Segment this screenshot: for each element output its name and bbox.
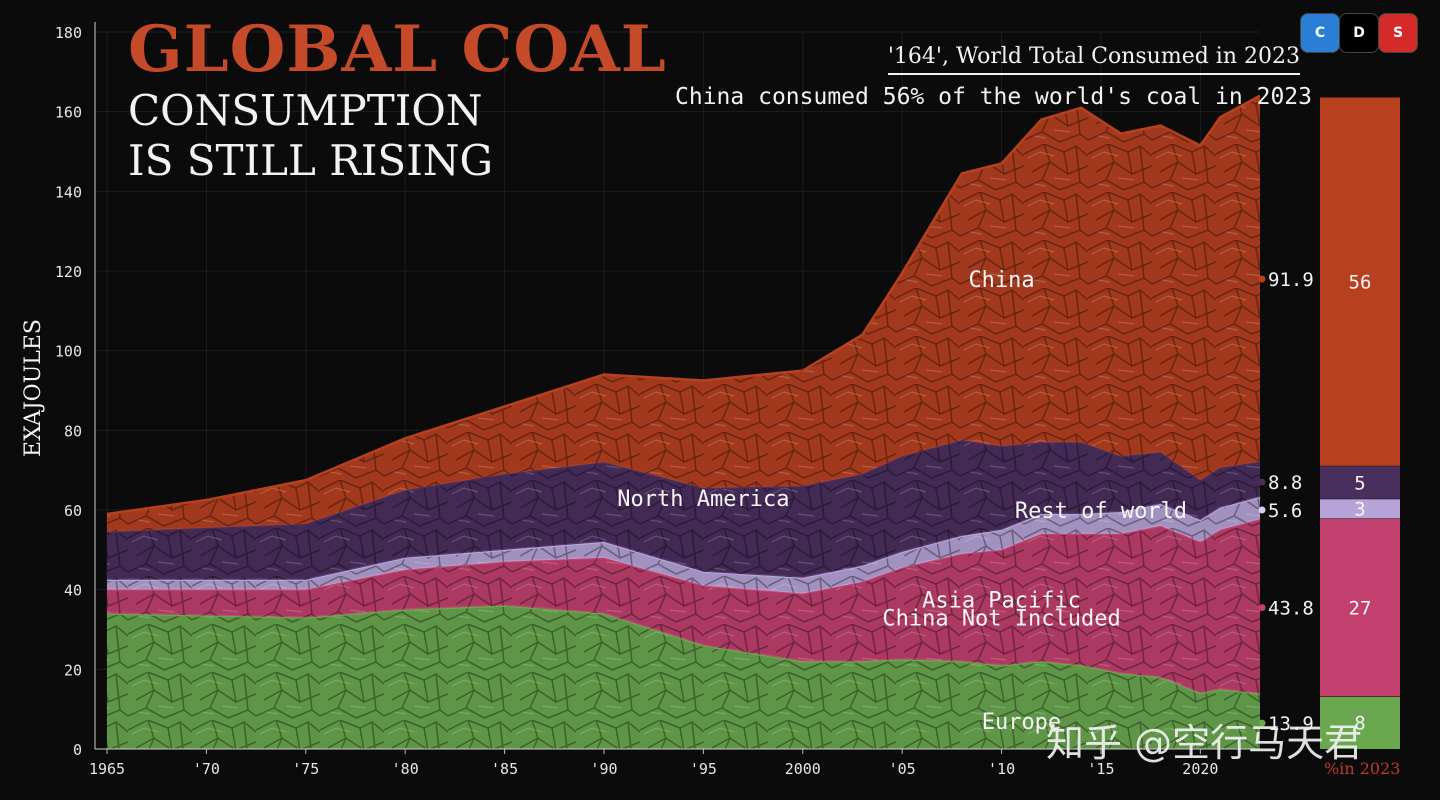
x-tick-label: 2020 (1182, 760, 1218, 778)
y-axis-label: EXAJOULES (21, 319, 46, 457)
x-tick-label: '80 (392, 760, 419, 778)
end-marker (1258, 604, 1266, 612)
share-segment (1320, 498, 1400, 519)
chart-subtitle: CONSUMPTION IS STILL RISING (128, 86, 494, 185)
area-labels: China North America Rest of world Asia Paci… (617, 268, 1187, 735)
area-label: China Not Included (882, 607, 1120, 632)
share-segment (1320, 465, 1400, 499)
y-tick-label: 80 (64, 422, 82, 440)
watermark: 知乎 @空行马天君 (1046, 721, 1363, 765)
y-tick-label: 0 (73, 741, 82, 759)
end-marker (1258, 478, 1266, 486)
y-tick-label: 20 (64, 661, 82, 679)
y-tick-label: 120 (55, 263, 82, 281)
chart-title: GLOBAL COAL (128, 12, 667, 87)
area-label: Europe (982, 710, 1061, 735)
share-bar-caption: %in 2023 (1324, 759, 1401, 778)
end-value-label: 91.9 (1268, 269, 1314, 291)
area-texture-rest-of-world (107, 496, 1260, 594)
share-value-label: 56 (1349, 271, 1372, 293)
x-tick-label: '15 (1087, 760, 1114, 778)
area-label: Rest of world (1015, 499, 1187, 524)
x-tick-label: 2000 (785, 760, 821, 778)
x-tick-label: '10 (988, 760, 1015, 778)
share-value-label: 8 (1354, 713, 1365, 735)
x-tick-label: '75 (292, 760, 319, 778)
share-bar-2023: 8 27 3 5 56 (1320, 96, 1400, 749)
toolbar-button-d[interactable]: D (1339, 13, 1379, 53)
x-tick-label: '85 (491, 760, 518, 778)
end-value-label: 8.8 (1268, 472, 1302, 494)
area-texture-north-america (107, 440, 1260, 580)
area-label: Asia Pacific (922, 589, 1081, 614)
x-tick-label: '70 (193, 760, 220, 778)
headline-world-total: '164', World Total Consumed in 2023 (887, 44, 1300, 75)
area-texture-china (107, 95, 1260, 532)
x-tick-label: 1965 (89, 760, 125, 778)
end-value-label: 43.8 (1268, 598, 1314, 620)
area-texture-asia-pacific-china-not-included (107, 519, 1260, 694)
stacked-areas (106, 94, 1261, 749)
y-tick-label: 160 (55, 104, 82, 122)
area-texture-europe (107, 605, 1260, 749)
y-tick-label: 140 (55, 183, 82, 201)
share-value-label: 27 (1349, 597, 1372, 619)
area-edge-china (106, 94, 1261, 516)
end-value-label: 5.6 (1268, 500, 1302, 522)
axes: 0 20 40 60 80 100 120 140 160 180 1965 '70 '75 '80 '85… (55, 22, 1260, 778)
area-label: North America (617, 487, 789, 512)
end-value-labels: 91.9 8.8 5.6 43.8 13.9 (1258, 269, 1314, 735)
end-marker (1258, 506, 1266, 514)
y-tick-label: 100 (55, 343, 82, 361)
toolbar-button-c[interactable]: C (1300, 13, 1340, 53)
share-segment (1320, 696, 1400, 749)
y-tick-label: 40 (64, 582, 82, 600)
share-value-label: 5 (1354, 472, 1365, 494)
toolbar-button-s[interactable]: S (1378, 13, 1418, 53)
end-marker (1258, 719, 1266, 727)
area-label: China (968, 268, 1034, 293)
share-segment (1320, 97, 1400, 466)
x-tick-label: '90 (590, 760, 617, 778)
headline-china-share: China consumed 56% of the world's coal i… (675, 84, 1312, 110)
y-tick-label: 180 (55, 24, 82, 42)
end-value-label: 13.9 (1268, 713, 1314, 735)
share-value-label: 3 (1354, 499, 1365, 521)
x-tick-label: '05 (889, 760, 916, 778)
x-tick-label: '95 (690, 760, 717, 778)
y-tick-label: 60 (64, 502, 82, 520)
share-segment (1320, 518, 1400, 697)
end-marker (1258, 275, 1266, 283)
